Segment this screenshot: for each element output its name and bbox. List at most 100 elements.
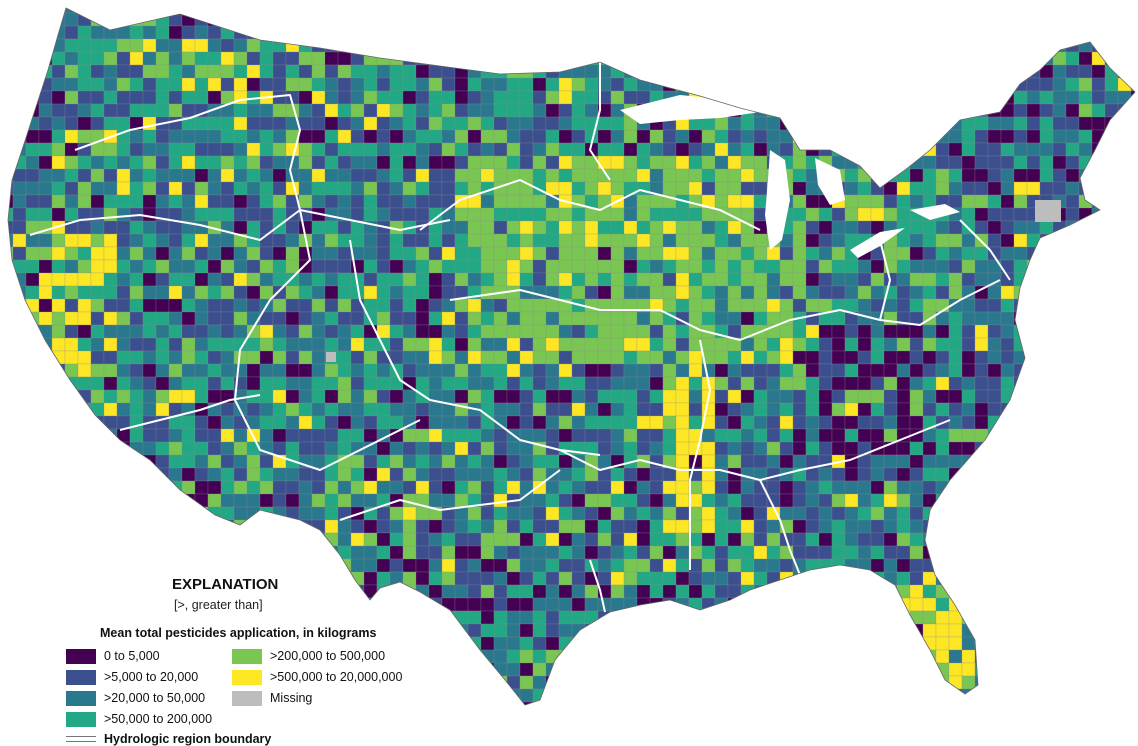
county-cell bbox=[1078, 558, 1093, 573]
county-cell bbox=[662, 662, 677, 677]
county-cell bbox=[1078, 389, 1093, 404]
county-cell bbox=[12, 38, 27, 53]
county-cell bbox=[961, 64, 976, 79]
county-cell bbox=[324, 233, 339, 248]
county-cell bbox=[441, 103, 456, 118]
county-cell bbox=[77, 64, 92, 79]
county-cell bbox=[168, 90, 183, 105]
county-cell bbox=[753, 77, 768, 92]
county-cell bbox=[1130, 545, 1135, 560]
county-cell bbox=[636, 25, 651, 40]
county-cell bbox=[662, 558, 677, 573]
county-cell bbox=[1026, 480, 1041, 495]
county-cell bbox=[441, 181, 456, 196]
county-cell bbox=[181, 298, 196, 313]
county-cell bbox=[363, 12, 378, 27]
county-cell bbox=[324, 519, 339, 534]
county-cell bbox=[311, 103, 326, 118]
county-cell bbox=[662, 285, 677, 300]
county-cell bbox=[532, 207, 547, 222]
county-cell bbox=[1130, 350, 1135, 365]
county-cell bbox=[77, 519, 92, 534]
county-cell bbox=[675, 662, 690, 677]
county-cell bbox=[636, 12, 651, 27]
county-cell bbox=[428, 558, 443, 573]
county-cell bbox=[974, 636, 989, 651]
county-cell bbox=[1026, 571, 1041, 586]
county-cell bbox=[688, 415, 703, 430]
county-cell bbox=[311, 363, 326, 378]
county-cell bbox=[38, 688, 53, 703]
county-cell bbox=[805, 220, 820, 235]
county-cell bbox=[870, 415, 885, 430]
county-cell bbox=[51, 8, 66, 14]
county-cell bbox=[285, 8, 300, 14]
county-cell bbox=[1039, 688, 1054, 703]
county-cell bbox=[480, 623, 495, 638]
county-cell bbox=[909, 337, 924, 352]
county-cell bbox=[207, 77, 222, 92]
county-cell bbox=[818, 259, 833, 274]
county-cell bbox=[740, 38, 755, 53]
county-cell bbox=[519, 142, 534, 157]
county-cell bbox=[545, 623, 560, 638]
county-cell bbox=[285, 220, 300, 235]
county-cell bbox=[623, 532, 638, 547]
county-cell bbox=[376, 376, 391, 391]
county-cell bbox=[701, 519, 716, 534]
county-cell bbox=[844, 545, 859, 560]
county-cell bbox=[77, 155, 92, 170]
county-cell bbox=[818, 467, 833, 482]
county-cell bbox=[402, 129, 417, 144]
county-cell bbox=[233, 441, 248, 456]
county-cell bbox=[467, 454, 482, 469]
county-cell bbox=[545, 168, 560, 183]
county-cell bbox=[1117, 363, 1132, 378]
county-cell bbox=[701, 272, 716, 287]
county-cell bbox=[194, 454, 209, 469]
county-cell bbox=[311, 545, 326, 560]
county-cell bbox=[610, 662, 625, 677]
county-cell bbox=[753, 116, 768, 131]
county-cell bbox=[922, 25, 937, 40]
county-cell bbox=[350, 493, 365, 508]
county-cell bbox=[1039, 64, 1054, 79]
county-cell bbox=[597, 441, 612, 456]
county-cell bbox=[805, 8, 820, 14]
county-cell bbox=[376, 25, 391, 40]
county-cell bbox=[8, 337, 14, 352]
county-cell bbox=[38, 636, 53, 651]
county-cell bbox=[259, 545, 274, 560]
county-cell bbox=[155, 168, 170, 183]
county-cell bbox=[701, 623, 716, 638]
county-cell bbox=[441, 246, 456, 261]
county-cell bbox=[688, 25, 703, 40]
county-cell bbox=[298, 298, 313, 313]
county-cell bbox=[558, 363, 573, 378]
county-cell bbox=[831, 233, 846, 248]
county-cell bbox=[1078, 402, 1093, 417]
county-cell bbox=[974, 493, 989, 508]
county-cell bbox=[493, 584, 508, 599]
county-cell bbox=[922, 259, 937, 274]
county-cell bbox=[168, 558, 183, 573]
county-cell bbox=[25, 558, 40, 573]
county-cell bbox=[376, 415, 391, 430]
county-cell bbox=[142, 428, 157, 443]
county-cell bbox=[519, 441, 534, 456]
county-cell bbox=[1026, 12, 1041, 27]
county-cell bbox=[610, 415, 625, 430]
county-cell bbox=[13, 715, 26, 728]
county-cell bbox=[311, 220, 326, 235]
county-cell bbox=[1013, 584, 1028, 599]
county-cell bbox=[831, 259, 846, 274]
county-cell bbox=[1013, 480, 1028, 495]
county-cell bbox=[337, 168, 352, 183]
county-cell bbox=[428, 454, 443, 469]
county-cell bbox=[324, 363, 339, 378]
county-cell bbox=[532, 8, 547, 14]
county-cell bbox=[12, 8, 27, 14]
county-cell bbox=[298, 116, 313, 131]
county-cell bbox=[506, 38, 521, 53]
county-cell bbox=[545, 688, 560, 703]
